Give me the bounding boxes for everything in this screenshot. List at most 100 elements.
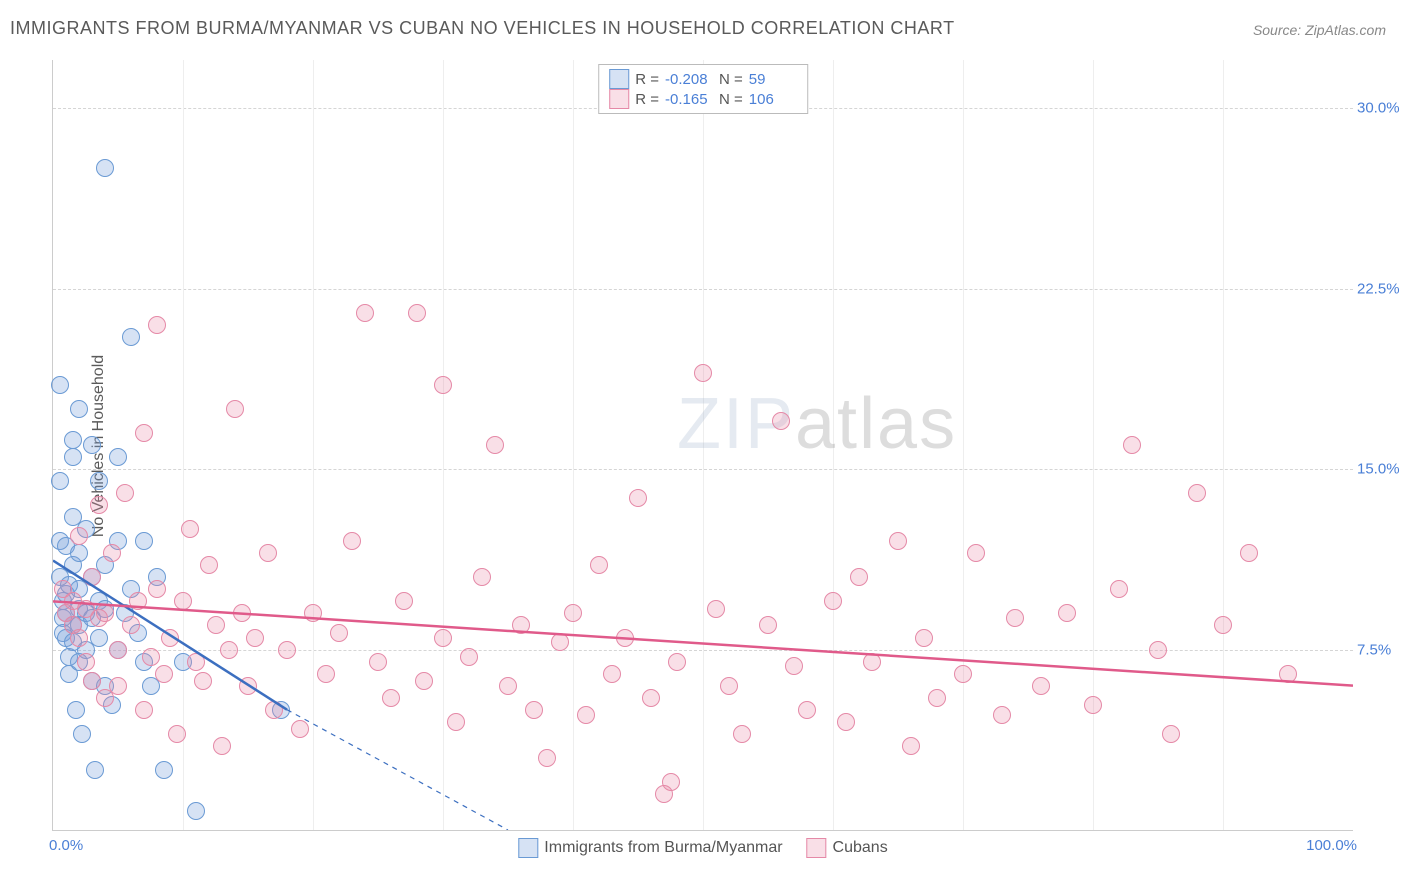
data-point-cubans [603, 665, 621, 683]
swatch-cubans [609, 89, 629, 109]
scatter-plot-area: ZIPatlas R =-0.208 N =59 R =-0.165 N =10… [52, 60, 1353, 831]
legend-row-burma: R =-0.208 N =59 [609, 69, 797, 89]
data-point-cubans [135, 424, 153, 442]
data-point-cubans [720, 677, 738, 695]
data-point-cubans [642, 689, 660, 707]
data-point-cubans [343, 532, 361, 550]
data-point-cubans [668, 653, 686, 671]
data-point-burma [135, 532, 153, 550]
grid-line-v [833, 60, 834, 830]
data-point-cubans [967, 544, 985, 562]
legend-row-cubans: R =-0.165 N =106 [609, 89, 797, 109]
data-point-cubans [70, 527, 88, 545]
data-point-burma [90, 629, 108, 647]
data-point-cubans [148, 580, 166, 598]
data-point-cubans [265, 701, 283, 719]
data-point-cubans [304, 604, 322, 622]
data-point-cubans [220, 641, 238, 659]
data-point-burma [90, 472, 108, 490]
data-point-cubans [70, 629, 88, 647]
grid-line-v [703, 60, 704, 830]
data-point-cubans [330, 624, 348, 642]
data-point-burma [64, 448, 82, 466]
data-point-cubans [278, 641, 296, 659]
data-point-cubans [90, 496, 108, 514]
data-point-burma [83, 436, 101, 454]
watermark: ZIPatlas [677, 383, 957, 465]
data-point-cubans [1110, 580, 1128, 598]
grid-line-v [443, 60, 444, 830]
data-point-cubans [824, 592, 842, 610]
data-point-burma [73, 725, 91, 743]
data-point-cubans [239, 677, 257, 695]
data-point-cubans [707, 600, 725, 618]
data-point-cubans [226, 400, 244, 418]
data-point-cubans [174, 592, 192, 610]
data-point-cubans [1032, 677, 1050, 695]
data-point-cubans [96, 604, 114, 622]
y-tick-label: 30.0% [1357, 100, 1406, 117]
data-point-cubans [103, 544, 121, 562]
data-point-cubans [1279, 665, 1297, 683]
legend-label-burma: Immigrants from Burma/Myanmar [544, 839, 782, 857]
data-point-cubans [694, 364, 712, 382]
data-point-cubans [785, 657, 803, 675]
data-point-cubans [551, 633, 569, 651]
data-point-cubans [415, 672, 433, 690]
data-point-cubans [447, 713, 465, 731]
data-point-cubans [233, 604, 251, 622]
data-point-burma [96, 159, 114, 177]
data-point-cubans [954, 665, 972, 683]
data-point-cubans [499, 677, 517, 695]
data-point-burma [51, 376, 69, 394]
data-point-cubans [291, 720, 309, 738]
data-point-cubans [369, 653, 387, 671]
data-point-cubans [863, 653, 881, 671]
legend-item-burma: Immigrants from Burma/Myanmar [518, 838, 782, 858]
data-point-cubans [434, 376, 452, 394]
data-point-cubans [538, 749, 556, 767]
data-point-cubans [129, 592, 147, 610]
data-point-cubans [733, 725, 751, 743]
data-point-cubans [473, 568, 491, 586]
trend-line-extrapolation-burma [287, 710, 508, 830]
data-point-burma [67, 701, 85, 719]
data-point-cubans [1240, 544, 1258, 562]
data-point-cubans [525, 701, 543, 719]
data-point-cubans [259, 544, 277, 562]
data-point-cubans [1084, 696, 1102, 714]
data-point-cubans [408, 304, 426, 322]
data-point-cubans [1162, 725, 1180, 743]
data-point-cubans [902, 737, 920, 755]
data-point-cubans [616, 629, 634, 647]
swatch-burma-bottom [518, 838, 538, 858]
data-point-cubans [629, 489, 647, 507]
data-point-cubans [168, 725, 186, 743]
data-point-cubans [889, 532, 907, 550]
data-point-cubans [109, 677, 127, 695]
data-point-cubans [512, 616, 530, 634]
data-point-cubans [155, 665, 173, 683]
data-point-cubans [135, 701, 153, 719]
data-point-cubans [200, 556, 218, 574]
data-point-burma [86, 761, 104, 779]
data-point-cubans [837, 713, 855, 731]
data-point-cubans [207, 616, 225, 634]
data-point-cubans [1149, 641, 1167, 659]
x-tick-max: 100.0% [1306, 837, 1357, 854]
data-point-cubans [109, 641, 127, 659]
data-point-burma [187, 802, 205, 820]
y-tick-label: 7.5% [1357, 641, 1406, 658]
data-point-cubans [993, 706, 1011, 724]
data-point-cubans [246, 629, 264, 647]
data-point-cubans [1188, 484, 1206, 502]
data-point-cubans [142, 648, 160, 666]
data-point-cubans [590, 556, 608, 574]
data-point-cubans [194, 672, 212, 690]
grid-line-v [1223, 60, 1224, 830]
data-point-cubans [187, 653, 205, 671]
data-point-cubans [356, 304, 374, 322]
chart-title: IMMIGRANTS FROM BURMA/MYANMAR VS CUBAN N… [10, 18, 955, 39]
correlation-legend: R =-0.208 N =59 R =-0.165 N =106 [598, 64, 808, 114]
data-point-cubans [116, 484, 134, 502]
